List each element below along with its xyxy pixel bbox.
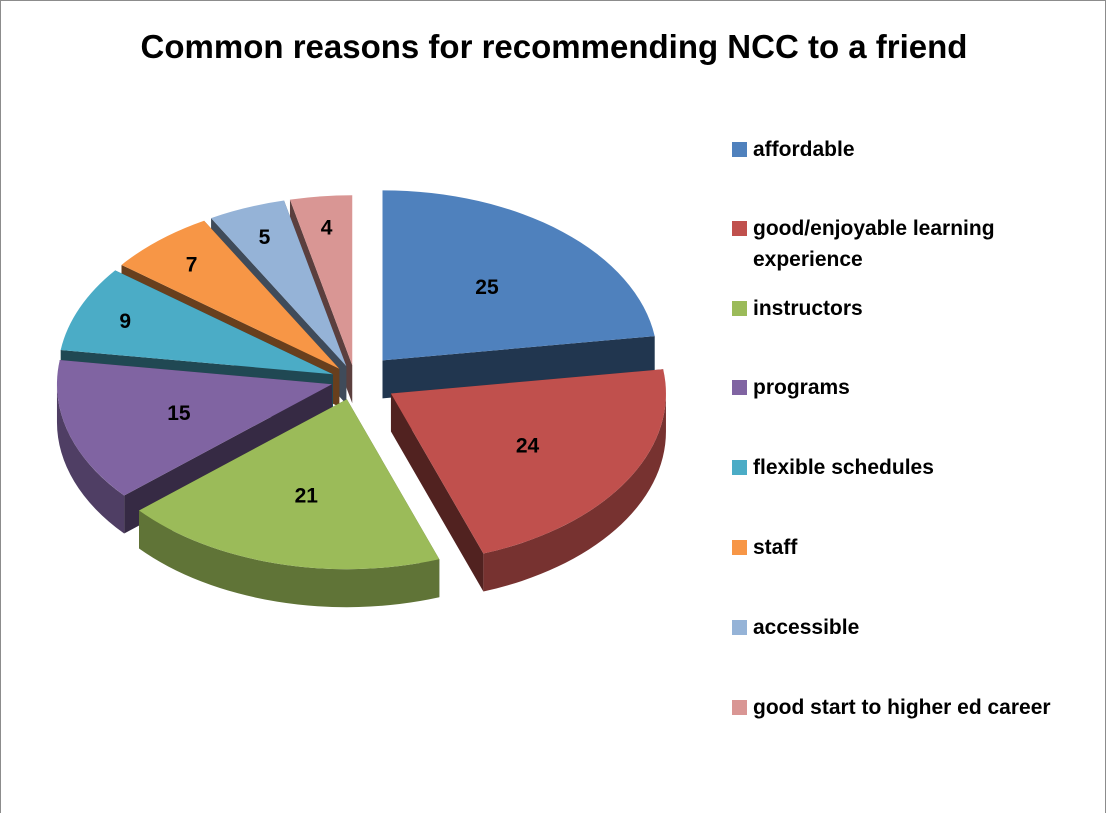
legend-label: instructors	[753, 297, 863, 320]
legend-swatch	[732, 380, 747, 395]
data-label-good-enjoyable-learning-experience: 24	[516, 434, 540, 457]
legend-swatch	[732, 221, 747, 236]
legend-item-flexible-schedules: flexible schedules	[732, 452, 1102, 483]
slice-edge-programs	[56, 384, 125, 534]
legend-swatch	[732, 700, 747, 715]
legend-swatch	[732, 540, 747, 555]
slice-instructors	[139, 399, 440, 570]
legend-label: good start to higher ed career	[753, 696, 1051, 719]
legend-label: good/enjoyable learning experience	[753, 217, 995, 271]
slice-staff	[121, 220, 340, 369]
legend-label: staff	[753, 536, 798, 559]
slice-good-start-to-higher-ed-career	[289, 195, 353, 366]
legend-label: affordable	[753, 138, 855, 161]
legend-item-good-enjoyable-learning-experience: good/enjoyable learning experience	[732, 213, 1102, 275]
slice-tops	[56, 190, 666, 570]
legend-item-affordable: affordable	[732, 134, 1102, 165]
legend-swatch	[732, 460, 747, 475]
slice-flexible-schedules	[60, 270, 333, 375]
data-label-good-start-to-higher-ed-career: 4	[321, 217, 333, 240]
slice-affordable	[382, 190, 655, 361]
legend-item-instructors: instructors	[732, 293, 1102, 324]
legend-label: programs	[753, 376, 850, 399]
slice-edge-instructors	[139, 510, 440, 608]
data-label-staff: 7	[186, 253, 198, 276]
slice-accessible	[211, 200, 347, 367]
slice-programs	[56, 359, 332, 496]
data-labels: 25 24 21 15 9 7 5 4	[119, 217, 539, 508]
data-label-flexible-schedules: 9	[119, 310, 131, 333]
slice-good-enjoyable-learning-experience	[390, 369, 666, 554]
chart-title: Common reasons for recommending NCC to a…	[140, 28, 968, 65]
slice-edge-good-enjoyable-learning-experience	[483, 393, 666, 592]
legend-swatch	[732, 301, 747, 316]
data-label-affordable: 25	[475, 276, 499, 299]
data-label-instructors: 21	[295, 485, 319, 508]
slice-wall-good-enjoyable-learning-experience	[390, 393, 484, 592]
data-label-accessible: 5	[259, 226, 271, 249]
legend-label: flexible schedules	[753, 456, 934, 479]
legend-item-good-start-to-higher-ed-career: good start to higher ed career	[732, 692, 1102, 723]
legend-item-programs: programs	[732, 372, 1102, 403]
legend-item-accessible: accessible	[732, 612, 1102, 643]
slice-wall-affordable	[382, 336, 655, 399]
legend-swatch	[732, 142, 747, 157]
legend-label: accessible	[753, 616, 860, 639]
legend-item-staff: staff	[732, 532, 1102, 563]
data-label-programs: 15	[167, 402, 191, 425]
legend-swatch	[732, 620, 747, 635]
